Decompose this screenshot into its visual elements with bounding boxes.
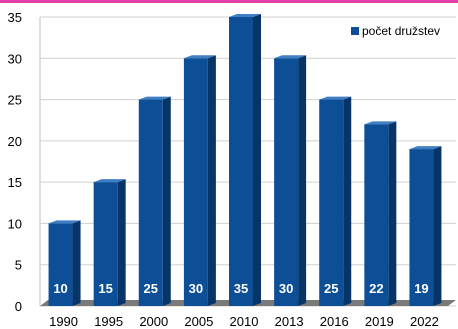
legend: počet družstev — [351, 24, 440, 38]
bar-top — [364, 121, 397, 125]
bar-front — [409, 149, 434, 306]
bar-side — [433, 146, 442, 306]
bar-front — [183, 58, 208, 307]
bar-side — [162, 96, 171, 306]
bar-top — [229, 14, 261, 17]
data-label: 30 — [279, 281, 293, 296]
legend-swatch — [351, 27, 359, 35]
y-tick-label: 10 — [8, 216, 22, 231]
bar-side — [117, 179, 126, 306]
bar-top — [93, 179, 126, 183]
bar-top — [48, 220, 81, 224]
bar-side — [343, 96, 352, 306]
bar-front — [274, 58, 299, 307]
bar-top — [183, 55, 216, 59]
data-label: 15 — [98, 281, 112, 296]
bar-2013: 30 — [274, 55, 307, 307]
bars: 10 15 25 30 35 30 25 22 19 — [48, 14, 442, 307]
y-axis-ticks: 0 5 10 15 20 25 30 35 — [8, 10, 22, 314]
x-axis-ticks: 1990 1995 2000 2005 2010 2013 2016 2019 2022 — [49, 314, 439, 329]
bar-front — [229, 17, 253, 306]
bar-top — [274, 55, 307, 59]
bar-2010: 35 — [229, 14, 261, 306]
x-tick-label: 2000 — [139, 314, 168, 329]
bar-2005: 30 — [183, 55, 216, 307]
data-label: 30 — [189, 281, 203, 296]
x-tick-label: 1995 — [94, 314, 123, 329]
bar-1995: 15 — [93, 179, 126, 306]
bar-front — [138, 99, 163, 306]
x-tick-label: 2013 — [275, 314, 304, 329]
y-tick-label: 15 — [8, 175, 22, 190]
x-tick-label: 2016 — [320, 314, 349, 329]
data-label: 19 — [414, 281, 428, 296]
bar-front — [364, 124, 389, 306]
data-label: 25 — [324, 281, 338, 296]
y-tick-label: 0 — [15, 299, 22, 314]
bar-2019: 22 — [364, 121, 397, 306]
bar-2000: 25 — [138, 96, 171, 306]
x-tick-label: 2010 — [230, 314, 259, 329]
data-label: 25 — [144, 281, 158, 296]
bar-side — [72, 220, 81, 306]
bar-front — [319, 99, 344, 306]
bar-1990: 10 — [48, 220, 81, 306]
bar-2022: 19 — [409, 146, 442, 306]
bar-top — [138, 96, 171, 100]
data-label: 10 — [53, 281, 67, 296]
y-tick-label: 35 — [8, 10, 22, 25]
top-accent-bar — [0, 0, 458, 3]
y-tick-label: 20 — [8, 134, 22, 149]
bar-top — [319, 96, 352, 100]
x-tick-label: 1990 — [49, 314, 78, 329]
x-tick-label: 2019 — [365, 314, 394, 329]
bar-front — [48, 223, 73, 306]
bar-top — [409, 146, 442, 150]
y-tick-label: 30 — [8, 51, 22, 66]
bar-2016: 25 — [319, 96, 352, 306]
data-label: 22 — [369, 281, 383, 296]
bar-side — [298, 55, 307, 307]
x-tick-label: 2022 — [410, 314, 439, 329]
data-label: 35 — [234, 281, 248, 296]
bar-front — [93, 182, 118, 306]
bar-side — [253, 14, 261, 306]
x-tick-label: 2005 — [184, 314, 213, 329]
y-tick-label: 25 — [8, 93, 22, 108]
legend-label: počet družstev — [362, 24, 440, 38]
y-tick-label: 5 — [15, 258, 22, 273]
bar-side — [207, 55, 216, 307]
bar-side — [388, 121, 397, 306]
